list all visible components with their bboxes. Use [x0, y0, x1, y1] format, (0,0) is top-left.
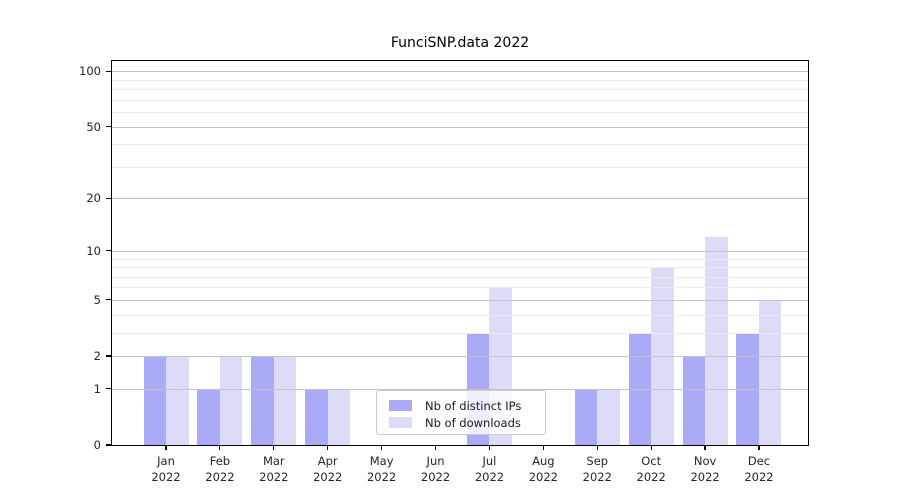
x-tick-mark: [219, 445, 221, 450]
bar-distinct-ips-oct: [628, 332, 652, 445]
bar-downloads-jan: [166, 356, 189, 445]
minor-gridline: [112, 99, 808, 101]
legend: Nb of distinct IPs Nb of downloads: [376, 390, 546, 435]
minor-gridline: [112, 276, 808, 278]
y-tick-label: 0: [93, 438, 101, 452]
x-tick-label-jul: Jul 2022: [474, 454, 505, 484]
x-tick-mark: [434, 445, 437, 450]
x-tick-mark: [327, 445, 329, 450]
x-tick-mark: [596, 445, 598, 450]
minor-gridline: [112, 89, 808, 91]
x-tick-label-jan: Jan 2022: [151, 454, 181, 484]
major-gridline: [112, 198, 808, 200]
bar-downloads-apr: [327, 388, 351, 445]
legend-item-downloads: Nb of downloads: [385, 414, 537, 431]
bar-distinct-ips-mar: [251, 356, 274, 445]
y-tick-label: 10: [86, 243, 101, 258]
x-tick-label-sep: Sep 2022: [582, 454, 612, 484]
minor-gridline: [112, 166, 808, 168]
legend-label-distinct-ips: Nb of distinct IPs: [425, 398, 522, 413]
x-tick-label-mar: Mar 2022: [259, 454, 289, 484]
bar-distinct-ips-apr: [305, 388, 328, 445]
bar-downloads-nov: [705, 237, 728, 445]
x-tick-label-dec: Dec 2022: [744, 454, 774, 484]
major-gridline: [112, 250, 808, 252]
y-tick-label: 50: [86, 119, 101, 134]
x-tick-mark: [381, 445, 383, 450]
x-tick-label-nov: Nov 2022: [690, 454, 720, 484]
bar-distinct-ips-jan: [143, 356, 166, 445]
bar-distinct-ips-sep: [574, 388, 598, 445]
major-gridline: [112, 299, 808, 301]
x-tick-label-may: May 2022: [366, 454, 397, 484]
y-tick-mark: [106, 70, 111, 72]
minor-gridline: [112, 287, 808, 289]
y-tick-mark: [106, 125, 111, 128]
minor-gridline: [112, 332, 808, 334]
bar-distinct-ips-dec: [736, 332, 759, 445]
x-tick-mark: [650, 445, 652, 450]
y-tick-label: 2: [93, 349, 101, 364]
bar-downloads-mar: [273, 356, 297, 445]
major-gridline: [112, 71, 808, 73]
y-tick-label: 1: [93, 381, 101, 396]
y-tick-mark: [106, 299, 111, 301]
bar-distinct-ips-feb: [197, 388, 220, 445]
x-tick-label-jun: Jun 2022: [420, 454, 451, 484]
x-tick-mark: [488, 445, 491, 450]
chart-title: FunciSNP.data 2022: [390, 35, 530, 51]
x-tick-mark: [704, 445, 706, 450]
minor-gridline: [112, 79, 808, 81]
legend-item-distinct-ips: Nb of distinct IPs: [385, 397, 537, 414]
y-tick-mark: [106, 250, 111, 252]
minor-gridline: [112, 314, 808, 316]
legend-swatch-distinct-ips-icon: [389, 400, 412, 411]
y-tick-mark: [106, 197, 111, 200]
minor-gridline: [112, 112, 808, 114]
bar-downloads-dec: [758, 299, 782, 445]
minor-gridline: [112, 144, 808, 146]
plot-area: Nb of distinct IPs Nb of downloads: [111, 60, 809, 446]
y-tick-mark: [106, 444, 111, 446]
y-tick-label: 5: [93, 292, 101, 307]
x-tick-label-feb: Feb 2022: [205, 454, 235, 484]
major-gridline: [112, 126, 808, 128]
minor-gridline: [112, 267, 808, 269]
x-tick-mark: [758, 445, 760, 450]
major-gridline: [112, 388, 808, 390]
x-tick-mark: [273, 445, 275, 450]
y-tick-mark: [106, 355, 111, 357]
bar-distinct-ips-nov: [682, 356, 706, 445]
grid-layer: [112, 61, 808, 445]
major-gridline: [112, 356, 808, 358]
x-tick-label-apr: Apr 2022: [313, 454, 343, 484]
y-tick-mark: [106, 388, 111, 390]
legend-swatch-downloads-icon: [389, 417, 412, 428]
y-tick-label: 20: [86, 191, 101, 206]
y-tick-label: 100: [79, 64, 101, 79]
legend-label-downloads: Nb of downloads: [425, 415, 521, 430]
minor-gridline: [112, 258, 808, 260]
x-tick-label-aug: Aug 2022: [528, 454, 558, 484]
bar-downloads-sep: [597, 388, 620, 445]
x-tick-mark: [165, 445, 167, 450]
x-tick-label-oct: Oct 2022: [636, 454, 666, 484]
bar-downloads-feb: [219, 356, 243, 445]
x-tick-mark: [542, 445, 544, 450]
